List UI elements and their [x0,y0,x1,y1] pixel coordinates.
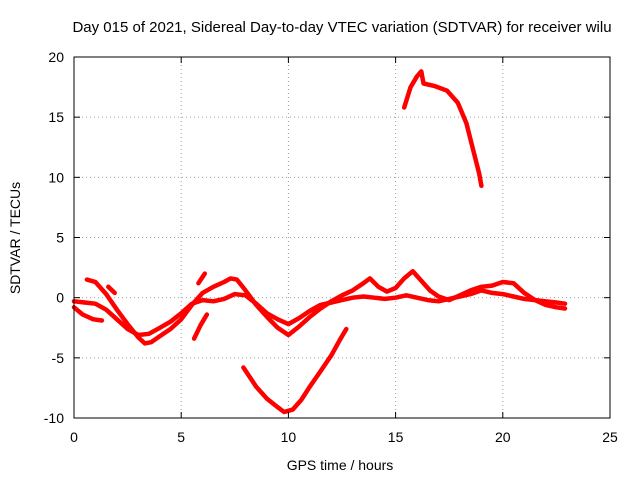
series-trace-8 [106,284,117,296]
y-tick-label: 20 [48,49,64,65]
x-tick-labels: 0 5 10 15 20 25 [70,429,618,445]
tick-marks [73,56,611,419]
grid-lines [74,57,610,418]
x-tick-label: 25 [602,429,618,445]
y-tick-labels: -10 -5 0 5 10 15 20 [44,49,64,426]
y-tick-label: 10 [48,169,64,185]
x-axis-label: GPS time / hours [287,457,394,473]
series-trace-5 [401,69,484,189]
series-trace-2 [84,268,568,346]
y-tick-label: 0 [56,290,64,306]
series-trace-3 [71,305,105,323]
series-trace-1 [71,288,568,338]
data-series [71,69,568,415]
y-tick-label: -10 [44,410,64,426]
y-tick-label: -5 [52,350,65,366]
series-trace-4 [241,326,349,415]
x-tick-label: 20 [495,429,511,445]
series-trace-7 [196,271,208,286]
x-tick-label: 0 [70,429,78,445]
chart-title: Day 015 of 2021, Sidereal Day-to-day VTE… [72,19,611,36]
y-tick-label: 5 [56,230,64,246]
y-axis-label: SDTVAR / TECUs [7,182,23,294]
x-tick-label: 5 [177,429,185,445]
x-tick-label: 15 [388,429,404,445]
x-tick-label: 10 [281,429,297,445]
y-tick-label: 15 [48,109,64,125]
series-trace-6 [191,312,210,341]
